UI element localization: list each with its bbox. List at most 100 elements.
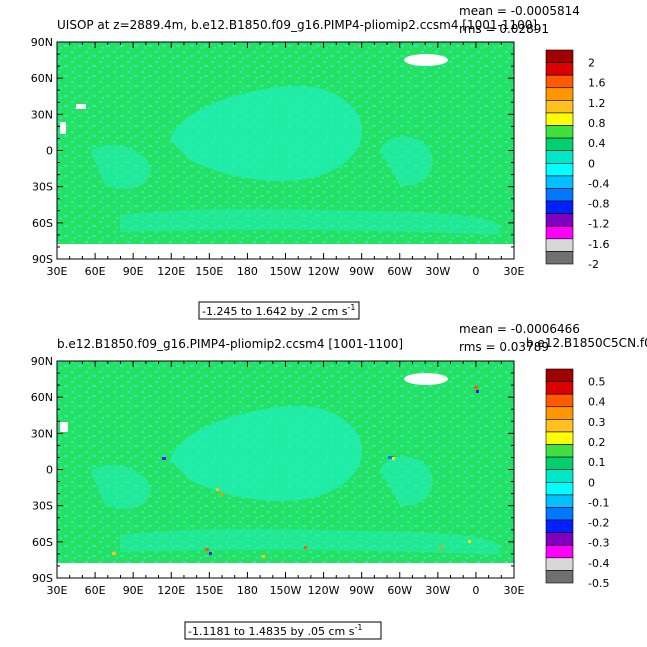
colorbar-swatch xyxy=(545,431,574,445)
y-tick-label: 60N xyxy=(31,391,53,404)
x-tick-label: 0 xyxy=(472,584,479,597)
panel-1-mean: mean = -0.0005814 xyxy=(459,4,580,18)
colorbar-swatch xyxy=(545,532,574,546)
colorbar-label: 1.6 xyxy=(588,77,606,90)
panel-2-indian-basin xyxy=(90,465,151,509)
x-tick-label: 30E xyxy=(504,265,525,278)
colorbar-swatch xyxy=(545,150,574,164)
panel-1-range-exp: -1 xyxy=(347,303,355,312)
colorbar-swatch xyxy=(545,481,574,496)
colorbar-swatch xyxy=(545,188,574,202)
colorbar-label: 0.5 xyxy=(588,376,606,389)
x-tick-label: 180 xyxy=(237,584,258,597)
panel-1-y-axis: 90N 60N 30N 0 30S 60S 90S xyxy=(31,36,514,266)
colorbar-label: -1.6 xyxy=(588,238,609,251)
panel-1-range: -1.245 to 1.642 by .2 cm s xyxy=(202,305,348,318)
panel-1-atlantic-basin xyxy=(380,136,433,186)
y-tick-label: 60S xyxy=(32,536,53,549)
colorbar-label: -2 xyxy=(588,258,599,271)
panel-1-indian-basin xyxy=(90,145,151,189)
colorbar-swatch xyxy=(545,444,574,458)
x-tick-label: 150E xyxy=(195,584,223,597)
colorbar-label: -0.8 xyxy=(588,198,609,211)
colorbar-label: -0.2 xyxy=(588,517,609,530)
y-tick-label: 0 xyxy=(46,145,53,158)
colorbar-swatch xyxy=(545,200,574,214)
colorbar-swatch xyxy=(545,112,574,126)
colorbar-label: -1.2 xyxy=(588,218,609,231)
panel-2-range: -1.1181 to 1.4835 by .05 cm s xyxy=(188,625,355,638)
y-tick-label: 30N xyxy=(31,108,53,121)
colorbar-label: 2 xyxy=(588,57,595,70)
panel-2-atlantic-basin xyxy=(380,456,433,506)
x-tick-label: 120W xyxy=(308,265,340,278)
colorbar-swatch xyxy=(545,137,574,152)
panel-1-range-frame xyxy=(198,301,360,320)
svg-text:-1.1181 to 1.4835 by .05 cm s-: -1.1181 to 1.4835 by .05 cm s-1 xyxy=(188,623,362,638)
x-tick-label: 60E xyxy=(85,265,106,278)
colorbar-swatch xyxy=(545,125,574,139)
x-tick-label: 120E xyxy=(157,584,185,597)
panel-2-y-axis: 90N 60N 30N 0 30S 60S 90S xyxy=(31,355,514,585)
x-tick-label: 0 xyxy=(472,265,479,278)
panel-1: UISOP at z=2889.4m, b.e12.B1850.f09_g16.… xyxy=(31,4,609,320)
colorbar-swatch xyxy=(545,507,574,521)
x-tick-label: 90W xyxy=(349,584,374,597)
colorbar-swatch xyxy=(545,419,574,433)
x-tick-label: 150W xyxy=(270,265,302,278)
colorbar-swatch xyxy=(545,544,574,559)
x-tick-label: 180 xyxy=(237,265,258,278)
panel-2-pacific-basin xyxy=(170,405,362,501)
panel-2-range-frame xyxy=(184,621,382,640)
colorbar-label: 0.4 xyxy=(588,137,606,150)
colorbar-swatch xyxy=(545,381,574,395)
colorbar-label: 1.2 xyxy=(588,97,606,110)
y-tick-label: 30S xyxy=(32,181,53,194)
colorbar-swatch xyxy=(545,519,574,533)
x-tick-label: 30W xyxy=(425,265,450,278)
panel-2-overlap-label: b.e12.B1850C5CN.f0 xyxy=(526,336,647,350)
panel-1-title: UISOP at z=2889.4m, b.e12.B1850.f09_g16.… xyxy=(57,18,537,32)
colorbar-swatch xyxy=(545,238,574,252)
x-tick-label: 30E xyxy=(504,584,525,597)
panel-2-range-box: -1.1181 to 1.4835 by .05 cm s-1 xyxy=(184,621,382,640)
y-tick-label: 90N xyxy=(31,355,53,368)
panel-2-land-mask-1 xyxy=(60,422,68,432)
y-tick-label: 60S xyxy=(32,217,53,230)
panel-2-rms: rms = 0.03789 xyxy=(459,340,549,354)
x-tick-label: 30W xyxy=(425,584,450,597)
colorbar-label: 0.1 xyxy=(588,456,606,469)
panel-1-x-axis: 30E 60E 90E 120E 150E 180 150W 120W 90W 60W 30W 0 30… xyxy=(47,42,525,278)
panel-1-land-mask-1 xyxy=(76,104,86,109)
colorbar-swatch xyxy=(545,49,574,63)
panel-2-southern-basin xyxy=(120,528,500,555)
colorbar-swatch xyxy=(545,87,574,101)
colorbar-label: -0.4 xyxy=(588,557,609,570)
x-tick-label: 120W xyxy=(308,584,340,597)
x-tick-label: 120E xyxy=(157,265,185,278)
panel-1-land-mask-2 xyxy=(60,122,66,134)
colorbar-swatch xyxy=(545,251,574,265)
x-tick-label: 60W xyxy=(387,265,412,278)
y-tick-label: 60N xyxy=(31,72,53,85)
y-tick-label: 0 xyxy=(46,464,53,477)
colorbar-label: -0.3 xyxy=(588,537,609,550)
colorbar-swatch xyxy=(545,162,574,177)
x-tick-label: 150W xyxy=(270,584,302,597)
colorbar-label: -0.1 xyxy=(588,496,609,509)
panel-2-title: b.e12.B1850.f09_g16.PIMP4-pliomip2.ccsm4… xyxy=(57,337,403,351)
y-tick-label: 30N xyxy=(31,427,53,440)
x-tick-label: 60W xyxy=(387,584,412,597)
colorbar-label: -0.4 xyxy=(588,177,609,190)
x-tick-label: 150E xyxy=(195,265,223,278)
x-tick-label: 30E xyxy=(47,265,68,278)
panel-1-range-box: -1.245 to 1.642 by .2 cm s-1 xyxy=(198,301,360,320)
x-tick-label: 60E xyxy=(85,584,106,597)
colorbar-swatch xyxy=(545,557,574,571)
panel-2-greenland-mask xyxy=(404,373,448,385)
y-tick-label: 90N xyxy=(31,36,53,49)
panel-2: b.e12.B1850.f09_g16.PIMP4-pliomip2.ccsm4… xyxy=(31,322,647,640)
colorbar-label: 0.8 xyxy=(588,117,606,130)
colorbar-swatch xyxy=(545,570,574,584)
